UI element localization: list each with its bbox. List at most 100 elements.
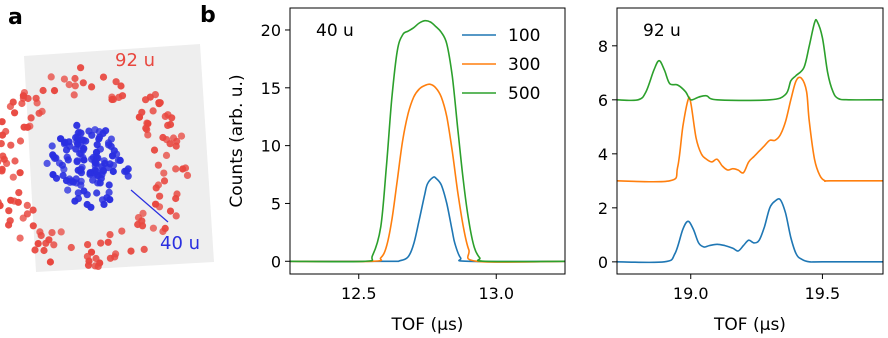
outer-ring-dot: [0, 158, 2, 165]
inner-ring-40u: [43, 121, 132, 211]
outer-ring-dot: [164, 111, 172, 119]
series-line-100: [616, 198, 883, 264]
outer-ring-dot: [172, 142, 180, 150]
chart-40u: 0 5 10 15 20 12.5 13.0 TOF (µs) Counts (arb. u.)…: [227, 7, 566, 335]
outer-ring-dot: [27, 114, 35, 122]
chart-annotation: 92 u: [643, 21, 681, 41]
outer-ring-dot: [151, 91, 159, 99]
y-tick-label: 8: [598, 37, 608, 56]
panel-b-label: b: [200, 3, 216, 28]
inner-ring-dot: [72, 134, 80, 142]
inner-ring-dot: [55, 159, 64, 167]
outer-ring-92u: [0, 64, 192, 270]
inner-ring-dot: [116, 156, 124, 164]
outer-ring-dot: [47, 73, 55, 81]
outer-ring-dot: [106, 231, 114, 239]
axes-frame: [616, 7, 884, 275]
outer-ring-dot: [45, 236, 53, 244]
outer-ring-dot: [154, 161, 162, 169]
inner-ring-dot: [59, 171, 67, 180]
outer-ring-dot: [11, 109, 19, 117]
inner-ring-dot: [93, 189, 101, 197]
outer-ring-dot: [9, 98, 17, 106]
outer-ring-dot: [79, 79, 87, 87]
inner-ring-dot: [48, 142, 56, 150]
outer-ring-dot: [140, 245, 148, 253]
outer-ring-dot: [156, 192, 164, 200]
x-tick-label: 12.5: [341, 284, 377, 303]
y-tick-label: 6: [598, 91, 608, 110]
inner-ring-dot: [113, 150, 121, 158]
outer-ring-dot: [134, 214, 143, 222]
outer-ring-dot: [50, 87, 59, 95]
outer-ring-dot: [0, 118, 6, 126]
outer-ring-dot: [96, 259, 104, 267]
outer-ring-dot: [162, 151, 171, 159]
outer-ring-dot: [99, 73, 108, 81]
inner-ring-dot: [77, 181, 85, 189]
inner-ring-dot: [74, 195, 82, 203]
outer-ring-dot: [144, 131, 152, 139]
outer-ring-dot: [2, 127, 10, 136]
outer-ring-dot: [60, 75, 68, 83]
outer-ring-dot: [118, 92, 127, 100]
inner-ring-dot: [87, 203, 95, 211]
outer-ring-dot: [169, 134, 178, 142]
x-tick-label: 19.0: [673, 284, 709, 303]
outer-ring-dot: [57, 228, 65, 236]
outer-ring-dot: [39, 86, 47, 95]
inner-ring-dot: [86, 169, 94, 177]
inner-ring-dot: [49, 151, 57, 159]
outer-ring-dot: [31, 246, 39, 254]
outer-ring-dot: [172, 212, 180, 220]
outer-ring-dot: [48, 229, 56, 237]
inner-ring-dot: [43, 159, 51, 167]
outer-ring-dot: [160, 169, 168, 177]
outer-ring-dot: [9, 173, 17, 181]
outer-ring-dot: [5, 207, 13, 215]
outer-ring-dot: [50, 241, 58, 249]
inner-ring-dot: [100, 200, 108, 208]
y-tick-label: 2: [598, 199, 608, 218]
outer-ring-dot: [166, 207, 175, 215]
inner-ring-label: 40 u: [160, 233, 200, 254]
inner-ring-dot: [124, 165, 132, 173]
outer-ring-dot: [7, 141, 15, 149]
outer-ring-dot: [38, 107, 46, 115]
inner-ring-dot: [74, 189, 82, 197]
y-axis-label: Counts (arb. u.): [227, 74, 247, 207]
inner-ring-dot: [65, 138, 73, 146]
inner-ring-dot: [73, 121, 81, 129]
series-line-300: [616, 76, 883, 183]
outer-ring-dot: [127, 247, 135, 255]
outer-ring-dot: [36, 228, 44, 236]
y-tick-label: 15: [261, 79, 281, 98]
outer-ring-dot: [29, 222, 37, 230]
outer-ring-dot: [33, 99, 41, 107]
outer-ring-dot: [108, 93, 116, 101]
outer-ring-dot: [0, 167, 6, 175]
inner-ring-dot: [109, 167, 117, 176]
outer-ring-dot: [67, 243, 75, 252]
outer-ring-dot: [0, 140, 5, 148]
axes-frame: [289, 7, 566, 275]
outer-ring-dot: [65, 81, 73, 89]
outer-ring-dot: [118, 227, 126, 235]
outer-ring-dot: [104, 238, 112, 246]
outer-ring-dot: [71, 74, 79, 83]
outer-ring-dot: [150, 146, 159, 154]
outer-ring-dot: [87, 248, 96, 256]
inner-ring-dot: [105, 181, 113, 189]
outer-ring-dot: [177, 132, 186, 140]
y-tick-label: 20: [261, 21, 281, 40]
legend-label-500: 500: [508, 84, 540, 104]
outer-ring-dot: [111, 253, 119, 261]
outer-ring-dot: [71, 82, 79, 90]
outer-ring-dot: [84, 261, 93, 269]
series-line-500: [289, 19, 566, 263]
outer-ring-dot: [19, 94, 27, 102]
outer-ring-dot: [135, 113, 144, 121]
x-axis-label: TOF (µs): [713, 315, 786, 335]
legend-label-100: 100: [508, 26, 540, 46]
